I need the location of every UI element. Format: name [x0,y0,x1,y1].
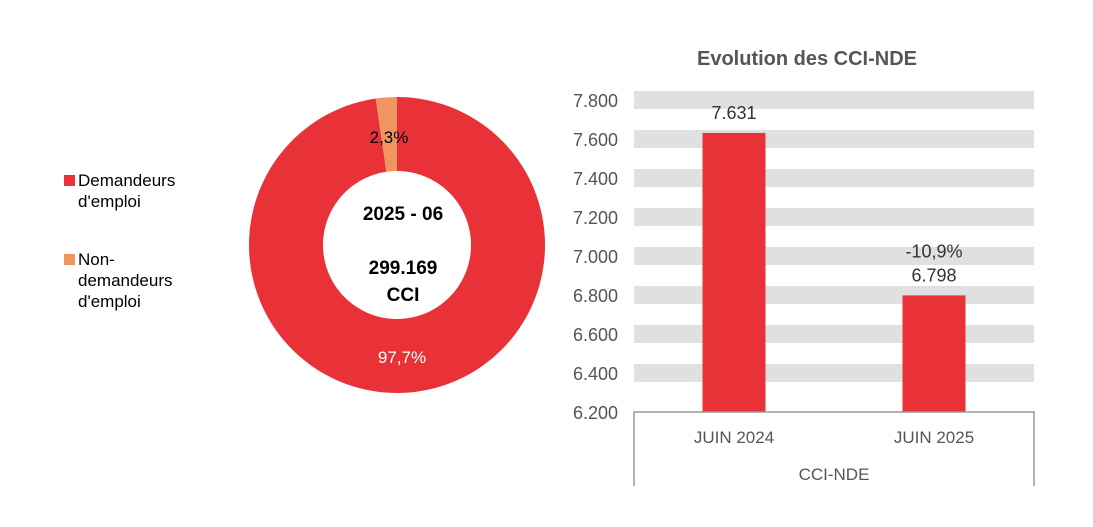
grid-band [634,286,1034,304]
change-label: -10,9% [905,241,962,261]
y-tick-label: 6.400 [573,364,618,384]
center-unit: CCI [387,285,420,306]
x-group-label: CCI-NDE [799,465,870,484]
x-axis [633,411,1035,486]
grid-band [634,247,1034,265]
chart-title: Evolution des CCI-NDE [697,48,917,70]
legend-swatch [64,254,75,265]
grid-band [634,91,1034,109]
x-tick-label: JUIN 2025 [894,428,974,447]
bar [902,295,966,412]
y-tick-label: 7.800 [573,91,618,111]
center-period: 2025 - 06 [363,204,443,225]
x-tick-label: JUIN 2024 [694,428,774,447]
donut-slice [248,97,546,394]
legend-label: Demandeurs [78,171,176,190]
slice-label: 2,3% [370,128,409,147]
grid-band [634,325,1034,343]
y-tick-label: 6.800 [573,286,618,306]
grid-band [634,130,1034,148]
center-total: 299.169 [369,258,438,279]
legend-label: d'emploi [78,192,141,211]
y-tick-label: 7.400 [573,169,618,189]
y-tick-label: 7.600 [573,130,618,150]
y-tick-label: 7.200 [573,208,618,228]
bar-value-label: 7.631 [711,103,756,123]
legend-label: demandeurs [78,271,173,290]
bar [702,132,766,412]
y-tick-label: 6.600 [573,325,618,345]
legend-swatch [64,175,75,186]
grid-band [634,364,1034,382]
legend-label: d'emploi [78,292,141,311]
donut-slice [375,97,397,172]
bar-value-label: 6.798 [911,265,956,285]
y-tick-label: 6.200 [573,403,618,423]
legend-label: Non- [78,250,115,269]
grid-band [634,208,1034,226]
grid-band [634,169,1034,187]
y-tick-label: 7.000 [573,247,618,267]
slice-label: 97,7% [378,348,426,367]
